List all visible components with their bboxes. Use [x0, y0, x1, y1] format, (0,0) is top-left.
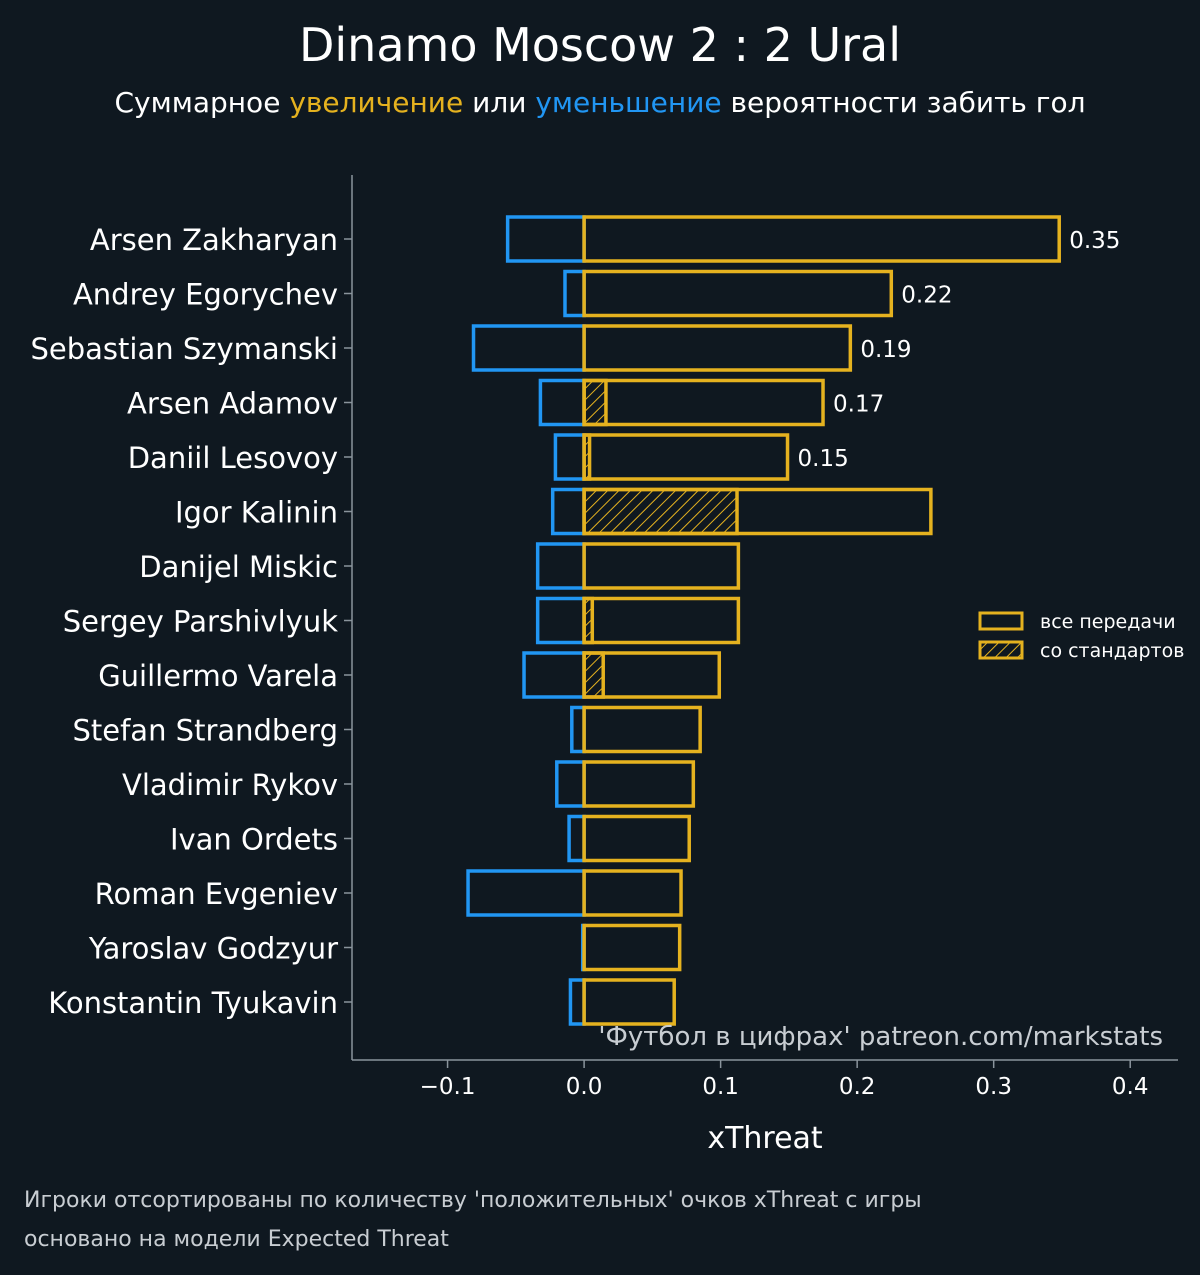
legend-swatch	[978, 611, 1024, 631]
y-tick-label: Ivan Ordets	[170, 823, 338, 857]
bar-positive	[582, 869, 683, 917]
bar-positive	[582, 269, 894, 318]
y-tick-label: Sergey Parshivlyuk	[63, 605, 338, 639]
y-tick-label: Sebastian Szymanski	[31, 332, 339, 366]
bar-negative	[535, 596, 586, 645]
y-tick-label: Roman Evgeniev	[95, 877, 338, 911]
bar-value-label: 0.35	[1069, 228, 1120, 254]
bar-value-label: 0.19	[860, 337, 911, 363]
bar-positive	[582, 542, 741, 590]
bar-value-label: 0.22	[901, 283, 952, 309]
bar-negative	[471, 324, 586, 372]
bar-positive	[582, 433, 790, 481]
bar-set-piece	[582, 487, 739, 536]
x-tick-label: 0.0	[566, 1074, 603, 1100]
bar-positive	[582, 324, 853, 372]
bar-negative	[535, 542, 586, 590]
bar-negative	[555, 760, 586, 808]
bar-negative	[538, 378, 586, 427]
bar-positive	[582, 923, 682, 972]
y-tick-label: Stefan Strandberg	[72, 714, 338, 748]
subtitle-decrease: уменьшение	[535, 86, 722, 119]
x-tick-label: 0.4	[1112, 1074, 1149, 1100]
x-tick-label: 0.2	[839, 1074, 876, 1100]
bar-negative	[570, 705, 586, 754]
bar-negative	[568, 978, 586, 1026]
bar-set-piece	[582, 651, 605, 699]
bar-positive	[582, 596, 741, 645]
bar-negative	[563, 269, 586, 318]
bar-negative	[550, 487, 586, 536]
x-axis-label: xThreat	[707, 1121, 823, 1156]
subtitle-prefix: Суммарное	[114, 86, 290, 119]
subtitle-increase: увеличение	[289, 86, 464, 119]
legend-swatch	[978, 640, 1024, 660]
y-tick-label: Arsen Zakharyan	[90, 223, 338, 257]
legend-label: со стандартов	[1040, 640, 1184, 662]
bar-positive	[582, 978, 676, 1026]
legend-label: все передачи	[1040, 611, 1176, 633]
bar-negative	[505, 215, 586, 263]
y-tick-label: Arsen Adamov	[127, 387, 338, 421]
y-tick-label: Konstantin Tyukavin	[48, 986, 338, 1020]
watermark: 'Футбол в цифрах' patreon.com/markstats	[598, 1022, 1163, 1052]
bar-positive	[582, 651, 722, 699]
bar-negative	[522, 651, 586, 699]
bar-positive	[582, 705, 702, 754]
y-tick-label: Danijel Miskic	[139, 550, 338, 584]
bar-negative	[466, 869, 586, 917]
legend: все передачи со стандартов	[978, 611, 1184, 662]
bar-value-label: 0.15	[798, 446, 849, 472]
x-tick-label: −0.1	[420, 1074, 476, 1100]
y-tick-label: Daniil Lesovoy	[128, 441, 338, 475]
x-tick-label: 0.3	[975, 1074, 1012, 1100]
bar-positive	[582, 760, 696, 808]
chart-title: Dinamo Moscow 2 : 2 Ural	[298, 18, 902, 72]
bar-positive	[582, 378, 825, 427]
y-tick-label: Andrey Egorychev	[73, 278, 338, 312]
bar-positive	[582, 814, 691, 863]
subtitle-middle: или	[463, 86, 536, 119]
footer-note-sorting: Игроки отсортированы по количеству 'поло…	[24, 1188, 922, 1213]
bar-positive	[582, 215, 1061, 263]
bar-value-label: 0.17	[833, 392, 884, 418]
x-tick-label: 0.1	[702, 1074, 739, 1100]
y-tick-label: Guillermo Varela	[98, 659, 338, 693]
chart-subtitle: Суммарное увеличение или уменьшение веро…	[0, 86, 1200, 119]
y-tick-label: Vladimir Rykov	[122, 768, 338, 802]
y-tick-label: Igor Kalinin	[175, 496, 338, 530]
bar-set-piece	[582, 378, 608, 427]
footer-note-model: основано на модели Expected Threat	[24, 1227, 449, 1252]
bar-positive	[582, 487, 933, 536]
bar-negative	[567, 814, 586, 863]
y-tick-label: Yaroslav Godzyur	[88, 932, 338, 966]
subtitle-suffix: вероятности забить гол	[721, 86, 1086, 119]
bar-negative	[553, 433, 586, 481]
